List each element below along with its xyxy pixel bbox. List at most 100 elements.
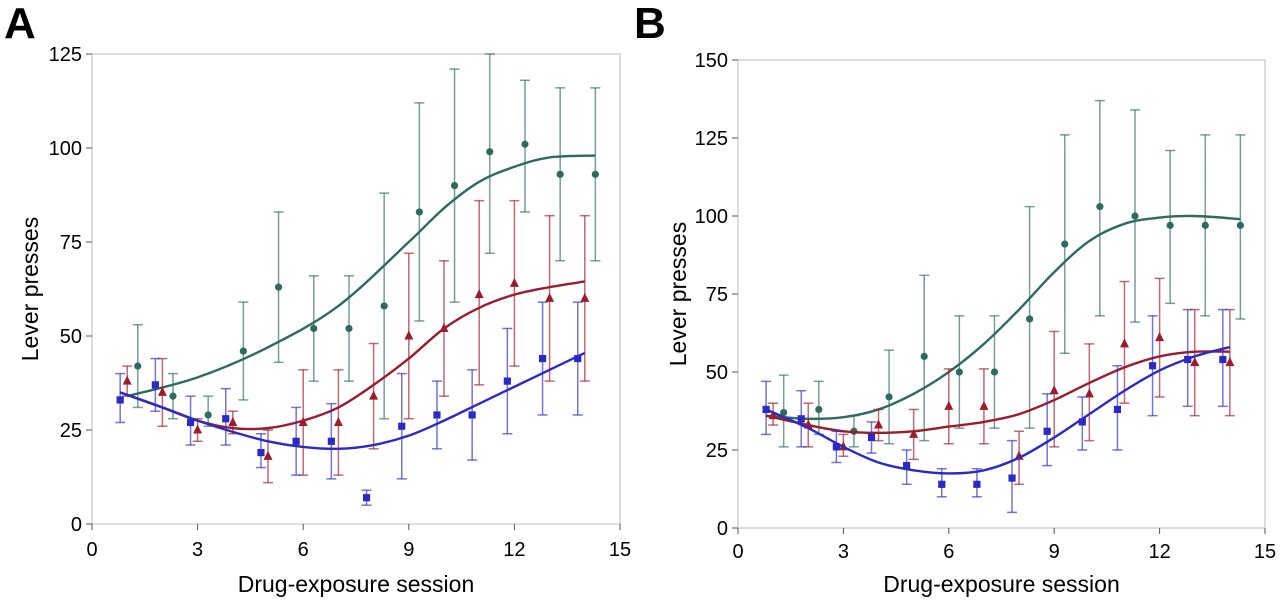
- circle-marker: [415, 208, 423, 216]
- triangle-marker: [1190, 357, 1200, 367]
- triangle-marker: [580, 292, 590, 302]
- y-tick-label: 125: [695, 128, 728, 150]
- plot-area: [737, 59, 1266, 529]
- square-marker: [903, 462, 911, 470]
- triangle-marker: [404, 330, 414, 340]
- triangle-marker: [768, 410, 778, 420]
- circle-marker: [521, 140, 529, 148]
- square-marker: [938, 480, 946, 488]
- y-tick-label: 75: [60, 232, 82, 254]
- circle-marker: [274, 283, 283, 291]
- y-tick-label: 0: [71, 514, 82, 536]
- square-marker: [503, 377, 511, 385]
- square-marker: [1078, 418, 1086, 426]
- circle-marker: [1026, 315, 1034, 323]
- circle-marker: [920, 352, 928, 360]
- triangle-marker: [1225, 357, 1235, 367]
- circle-marker: [1096, 203, 1104, 211]
- y-axis-label: Lever presses: [665, 222, 691, 366]
- square-marker: [433, 411, 441, 419]
- square-marker: [1148, 362, 1157, 370]
- triangle-marker: [439, 322, 449, 332]
- square-marker: [1043, 427, 1051, 435]
- series-square: [761, 308, 1231, 514]
- triangle-marker: [228, 416, 238, 426]
- square-marker: [186, 418, 195, 427]
- x-tick-label: 6: [943, 541, 954, 563]
- circle-marker: [1201, 221, 1209, 229]
- x-tick-label: 15: [1254, 541, 1276, 563]
- square-marker: [867, 433, 876, 442]
- circle-marker: [169, 392, 177, 400]
- circle-marker: [815, 405, 823, 414]
- x-axis-label: Drug-exposure session: [883, 571, 1120, 597]
- square-marker: [797, 415, 805, 423]
- square-marker: [1113, 405, 1122, 414]
- triangle-marker: [1084, 388, 1094, 398]
- y-axis-label: Lever presses: [17, 217, 43, 361]
- x-tick-label: 12: [503, 539, 525, 561]
- x-tick-label: 3: [192, 539, 203, 561]
- fit-curve: [119, 351, 586, 451]
- square-marker: [398, 422, 406, 430]
- square-marker: [327, 437, 335, 445]
- triangle-marker: [298, 416, 308, 426]
- circle-marker: [1131, 212, 1139, 220]
- square-marker: [468, 411, 476, 419]
- x-tick-label: 0: [732, 541, 743, 563]
- circle-marker: [885, 393, 893, 401]
- square-marker: [1219, 355, 1227, 364]
- triangle-marker: [157, 386, 167, 396]
- y-tick-label: 25: [60, 420, 82, 442]
- x-tick-label: 9: [403, 539, 414, 561]
- series-circle: [126, 53, 601, 427]
- y-tick-label: 0: [717, 518, 728, 540]
- circle-marker: [204, 411, 212, 419]
- square-marker: [973, 480, 981, 488]
- circle-marker: [1061, 240, 1069, 248]
- y-tick-label: 150: [695, 50, 728, 72]
- y-tick-label: 125: [49, 44, 82, 66]
- x-tick-label: 12: [1148, 541, 1170, 563]
- circle-marker: [955, 368, 963, 376]
- square-marker: [762, 405, 770, 414]
- y-tick-label: 75: [706, 284, 728, 306]
- y-tick-label: 50: [706, 362, 728, 384]
- triangle-marker: [1155, 332, 1165, 342]
- square-marker: [538, 354, 547, 363]
- circle-marker: [486, 148, 494, 156]
- circle-marker: [239, 347, 247, 355]
- fit-curve: [766, 214, 1241, 421]
- panel-letter-a: A: [4, 0, 36, 48]
- circle-marker: [780, 408, 788, 417]
- triangle-marker: [979, 400, 989, 410]
- triangle-marker: [1049, 385, 1059, 395]
- circle-marker: [345, 324, 353, 333]
- triangle-marker: [122, 375, 132, 385]
- circle-marker: [380, 302, 388, 310]
- circle-marker: [990, 368, 999, 376]
- x-tick-label: 9: [1049, 541, 1060, 563]
- triangle-marker: [369, 390, 379, 400]
- x-tick-label: 6: [298, 539, 309, 561]
- y-tick-label: 100: [49, 138, 82, 160]
- square-marker: [1184, 355, 1192, 364]
- panel-letter-b: B: [634, 0, 666, 48]
- triangle-marker: [874, 419, 884, 429]
- triangle-marker: [333, 416, 343, 426]
- square-marker: [292, 437, 300, 445]
- square-marker: [151, 381, 159, 389]
- x-tick-label: 3: [838, 541, 849, 563]
- circle-marker: [1166, 221, 1174, 229]
- circle-marker: [450, 182, 459, 190]
- triangle-marker: [509, 277, 519, 287]
- chart-panel-a: 0 3 6 9 12 15 0 25 50 75 100 125 Drug-exposure sessi…: [17, 44, 631, 597]
- x-tick-label: 15: [609, 539, 631, 561]
- fit-curve: [126, 154, 596, 398]
- circle-marker: [556, 170, 564, 178]
- fit-curve: [765, 345, 1231, 475]
- triangle-marker: [1119, 338, 1129, 348]
- series-circle: [766, 99, 1246, 448]
